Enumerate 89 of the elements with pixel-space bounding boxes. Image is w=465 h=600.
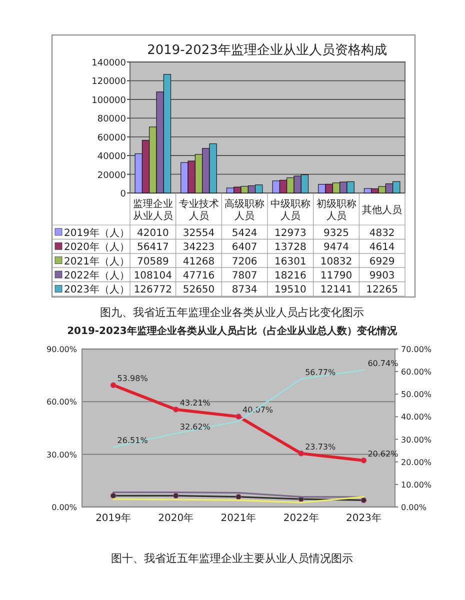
x-tick-label: 中级职称人员 [270, 198, 310, 222]
data-label: 9474 [324, 242, 349, 254]
data-label: 4614 [369, 242, 395, 254]
data-label: 7807 [232, 270, 258, 282]
data-label: 52650 [182, 284, 215, 296]
data-label: 12265 [366, 284, 398, 296]
point [360, 497, 367, 504]
y-tick-label: 0 [120, 190, 126, 200]
data-label: 70589 [137, 256, 169, 268]
x-tick-label: 高级职称人员 [224, 198, 265, 222]
data-label: 43.21% [180, 398, 211, 408]
data-label: 12141 [320, 284, 352, 296]
x-tick-label: 2023年 [346, 512, 382, 524]
x-tick-label: 监理企业从业人员 [132, 198, 173, 222]
data-label: 9903 [369, 270, 395, 282]
y2-tick-label: 10.00% [401, 480, 432, 490]
x-tick-label: 2022年 [283, 512, 319, 524]
x-tick-label: 其他人员 [362, 204, 402, 216]
y-tick-label: 20000 [97, 170, 126, 181]
x-tick-label: 初级职称人员 [316, 198, 356, 222]
data-label: 6929 [369, 256, 395, 268]
y-tick-label: 120000 [92, 77, 126, 88]
y-tick-label: 30.00% [46, 450, 78, 460]
data-label: 13728 [274, 242, 306, 254]
legend-label: 2023年（人） [64, 284, 130, 296]
y-tick-label: 140000 [92, 58, 126, 68]
legend-label: 2021年（人） [64, 255, 130, 268]
x-tick-label: 专业技术人员 [178, 198, 219, 222]
data-label: 42010 [137, 228, 169, 239]
y2-tick-label: 60.00% [401, 368, 432, 377]
text: 图九、我省近五年监理企业各类从业人员占比变化图示 [100, 306, 364, 319]
data-label: 10832 [320, 256, 352, 268]
chart-title: 2019-2023年监理企业各类从业人员占比（占企业从业总人数）变化情况 [67, 325, 398, 337]
data-label: 9325 [324, 228, 349, 239]
data-label: 6407 [232, 242, 258, 254]
y-tick-label: 100000 [92, 96, 126, 106]
y-tick-label: 60.00% [46, 398, 78, 407]
data-label: 47716 [182, 270, 215, 282]
x-tick-label: 2021年 [220, 512, 256, 524]
point [236, 414, 242, 420]
data-label: 56417 [137, 242, 169, 254]
text: 图十、我省近五年监理企业主要从业人员情况图示 [111, 552, 353, 565]
point [110, 492, 116, 499]
y2-tick-label: 40.00% [401, 412, 432, 422]
y-tick-label: 0.00% [52, 503, 78, 512]
y-tick-label: 60000 [97, 133, 126, 144]
y2-tick-label: 0.00% [401, 503, 427, 512]
point [298, 450, 304, 456]
data-label: 23.73% [305, 442, 336, 452]
x-tick-label: 2019年 [96, 512, 132, 524]
data-label: 32.62% [180, 422, 211, 432]
y-tick-label: 40000 [97, 152, 126, 162]
point [110, 382, 116, 388]
data-label: 32554 [182, 228, 215, 239]
data-label: 18216 [274, 270, 306, 282]
data-label: 26.51% [117, 436, 148, 446]
data-label: 34223 [182, 242, 215, 254]
data-label: 4832 [369, 228, 395, 239]
data-label: 126772 [134, 284, 172, 296]
legend-label: 2020年（人） [64, 241, 130, 254]
data-label: 60.74% [368, 358, 399, 368]
data-label: 8734 [232, 284, 258, 296]
data-label: 5424 [232, 228, 258, 239]
legend-label: 2019年（人） [64, 226, 130, 239]
data-label: 20.62% [368, 449, 399, 458]
data-label: 19510 [274, 284, 306, 296]
point [173, 492, 179, 499]
data-label: 40.07% [242, 406, 274, 415]
y2-tick-label: 20.00% [401, 458, 432, 467]
chart-title: 2019-2023年监理企业从业人员资格构成 [147, 43, 387, 58]
legend-label: 2022年（人） [64, 270, 130, 282]
data-label: 108104 [134, 270, 172, 282]
data-label: 11790 [320, 270, 352, 282]
data-label: 16301 [274, 256, 306, 268]
data-label: 53.98% [117, 374, 148, 384]
data-label: 41268 [182, 256, 215, 268]
point [360, 458, 367, 464]
x-tick-label: 2020年 [158, 512, 194, 524]
data-label: 7206 [232, 256, 258, 268]
point [173, 406, 179, 412]
y2-tick-label: 50.00% [401, 390, 432, 400]
y-tick-label: 90.00% [46, 345, 78, 354]
data-label: 12973 [274, 228, 306, 239]
data-label: 56.77% [305, 368, 336, 377]
point [236, 494, 242, 500]
y-tick-label: 80000 [97, 114, 126, 125]
y2-tick-label: 30.00% [401, 435, 432, 444]
y2-tick-label: 70.00% [401, 345, 432, 354]
line-series [112, 369, 364, 448]
